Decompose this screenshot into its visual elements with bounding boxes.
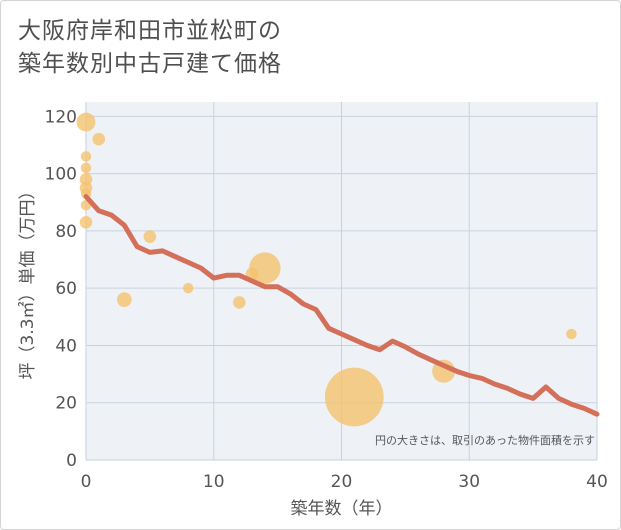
y-tick-label: 120 bbox=[45, 107, 77, 127]
data-bubble bbox=[324, 367, 384, 427]
data-bubble bbox=[116, 292, 132, 307]
x-tick-labels: 0 10 20 30 40 bbox=[81, 472, 608, 492]
y-tick-label: 60 bbox=[55, 279, 77, 299]
y-axis-label: 坪（3.3㎡）単価（万円） bbox=[18, 182, 38, 379]
y-tick-label: 0 bbox=[66, 451, 77, 471]
data-bubble bbox=[92, 132, 106, 146]
size-note: 円の大きさは、取引のあった物件面積を示す bbox=[375, 433, 595, 447]
chart-title: 大阪府岸和田市並松町の 築年数別中古戸建て価格 bbox=[18, 15, 282, 81]
y-tick-label: 40 bbox=[55, 336, 77, 356]
x-axis-label: 築年数（年） bbox=[291, 499, 393, 519]
data-bubble bbox=[566, 328, 577, 340]
grid-lines bbox=[85, 102, 598, 461]
data-bubble bbox=[80, 151, 92, 162]
y-tick-label: 80 bbox=[55, 222, 77, 242]
data-bubble bbox=[143, 230, 157, 243]
data-bubble bbox=[80, 162, 92, 174]
trend-line bbox=[83, 194, 600, 417]
data-bubble bbox=[76, 112, 96, 132]
y-tick-labels: 0 20 40 60 80 100 120 bbox=[45, 107, 77, 471]
chart-title-line-2: 築年数別中古戸建て価格 bbox=[18, 51, 282, 77]
y-tick-label: 20 bbox=[55, 394, 77, 414]
y-tick-label: 100 bbox=[45, 165, 77, 185]
x-tick-label: 10 bbox=[203, 472, 225, 492]
x-tick-label: 30 bbox=[458, 472, 480, 492]
x-tick-label: 20 bbox=[331, 472, 353, 492]
data-bubble bbox=[79, 215, 93, 229]
data-bubble bbox=[249, 252, 281, 284]
data-bubble bbox=[182, 282, 194, 294]
chart-title-line-1: 大阪府岸和田市並松町の bbox=[18, 18, 282, 44]
x-tick-label: 40 bbox=[586, 472, 608, 492]
data-bubble bbox=[233, 296, 246, 309]
x-tick-label: 0 bbox=[81, 472, 92, 492]
